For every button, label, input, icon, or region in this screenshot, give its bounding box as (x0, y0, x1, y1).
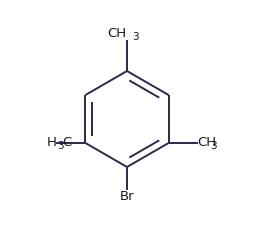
Text: 3: 3 (57, 141, 64, 151)
Text: CH: CH (197, 136, 216, 150)
Text: H: H (46, 136, 56, 150)
Text: 3: 3 (210, 141, 216, 151)
Text: CH: CH (106, 27, 125, 40)
Text: Br: Br (119, 190, 134, 203)
Text: C: C (62, 136, 71, 150)
Text: 3: 3 (132, 32, 138, 42)
